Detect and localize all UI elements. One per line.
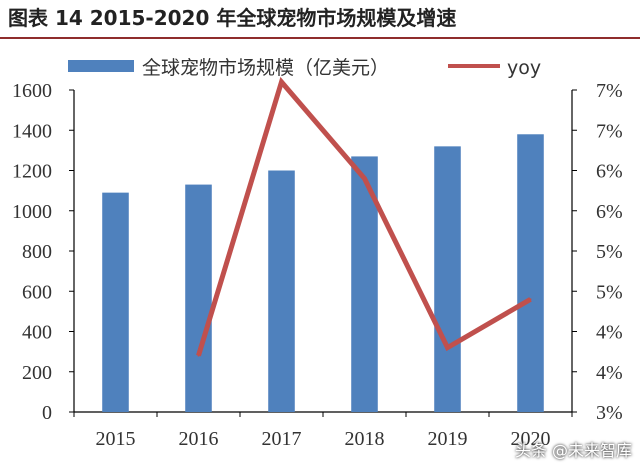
y-left-tick-label: 600 bbox=[22, 281, 52, 303]
yoy-point-2019 bbox=[446, 346, 449, 349]
y-left-tick-label: 1400 bbox=[12, 120, 52, 142]
bar-2020 bbox=[517, 134, 544, 412]
y-right-tick-label: 7% bbox=[596, 120, 623, 142]
watermark: 头条 @未来智库 bbox=[514, 441, 632, 460]
bars bbox=[102, 134, 544, 412]
y-left-tick-label: 800 bbox=[22, 241, 52, 263]
x-tick-label: 2019 bbox=[428, 428, 468, 450]
yoy-point-2018 bbox=[363, 177, 366, 180]
legend-label-bar: 全球宠物市场规模（亿美元） bbox=[142, 57, 389, 79]
bar-2016 bbox=[185, 184, 212, 412]
y-right-tick-label: 7% bbox=[596, 80, 623, 102]
x-tick-label: 2017 bbox=[262, 428, 302, 450]
y-left-tick-label: 200 bbox=[22, 362, 52, 384]
x-tick-label: 2015 bbox=[96, 428, 136, 450]
y-left-tick-label: 1200 bbox=[12, 161, 52, 183]
y-right-tick-label: 5% bbox=[596, 241, 623, 263]
y-right-tick-label: 6% bbox=[596, 161, 623, 183]
y-left-tick-label: 1000 bbox=[12, 201, 52, 223]
x-tick-labels: 2015 2016 2017 2018 2019 2020 bbox=[96, 428, 551, 450]
y-right-tick-label: 4% bbox=[596, 322, 623, 344]
x-tick-label: 2016 bbox=[179, 428, 219, 450]
yoy-point-2017 bbox=[280, 80, 283, 83]
y-right-tick-label: 4% bbox=[596, 362, 623, 384]
y-right-tick-label: 6% bbox=[596, 201, 623, 223]
yoy-point-2020 bbox=[529, 298, 532, 301]
legend: 全球宠物市场规模（亿美元） yoy bbox=[68, 57, 541, 79]
legend-label-line: yoy bbox=[507, 57, 541, 79]
title-rule bbox=[0, 37, 640, 39]
x-tick-label: 2020 bbox=[511, 428, 551, 450]
bar-2017 bbox=[268, 170, 295, 412]
bar-2015 bbox=[102, 192, 129, 412]
y-left-tick-label: 400 bbox=[22, 322, 52, 344]
left-y-tick-labels: 0 200 400 600 800 1000 1200 1400 1600 bbox=[12, 80, 52, 424]
axes bbox=[69, 89, 577, 417]
figure-title: 图表 14 2015-2020 年全球宠物市场规模及增速 bbox=[8, 6, 457, 30]
y-left-tick-label: 0 bbox=[42, 402, 52, 424]
yoy-point-2016 bbox=[197, 354, 200, 357]
x-tick-label: 2018 bbox=[345, 428, 385, 450]
right-y-tick-labels: 3% 4% 4% 5% 5% 6% 6% 7% 7% bbox=[596, 80, 623, 424]
legend-swatch-bar bbox=[68, 60, 134, 72]
y-right-tick-label: 5% bbox=[596, 281, 623, 303]
y-right-tick-label: 3% bbox=[596, 402, 623, 424]
bar-2019 bbox=[434, 146, 461, 412]
y-left-tick-label: 1600 bbox=[12, 80, 52, 102]
yoy-line bbox=[196, 76, 532, 357]
